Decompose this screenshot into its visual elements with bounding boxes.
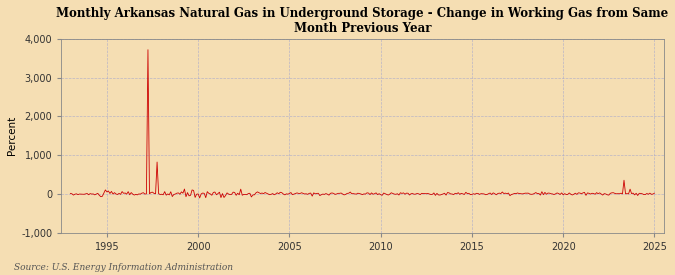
Y-axis label: Percent: Percent [7,116,17,155]
Title: Monthly Arkansas Natural Gas in Underground Storage - Change in Working Gas from: Monthly Arkansas Natural Gas in Undergro… [56,7,668,35]
Text: Source: U.S. Energy Information Administration: Source: U.S. Energy Information Administ… [14,263,232,272]
